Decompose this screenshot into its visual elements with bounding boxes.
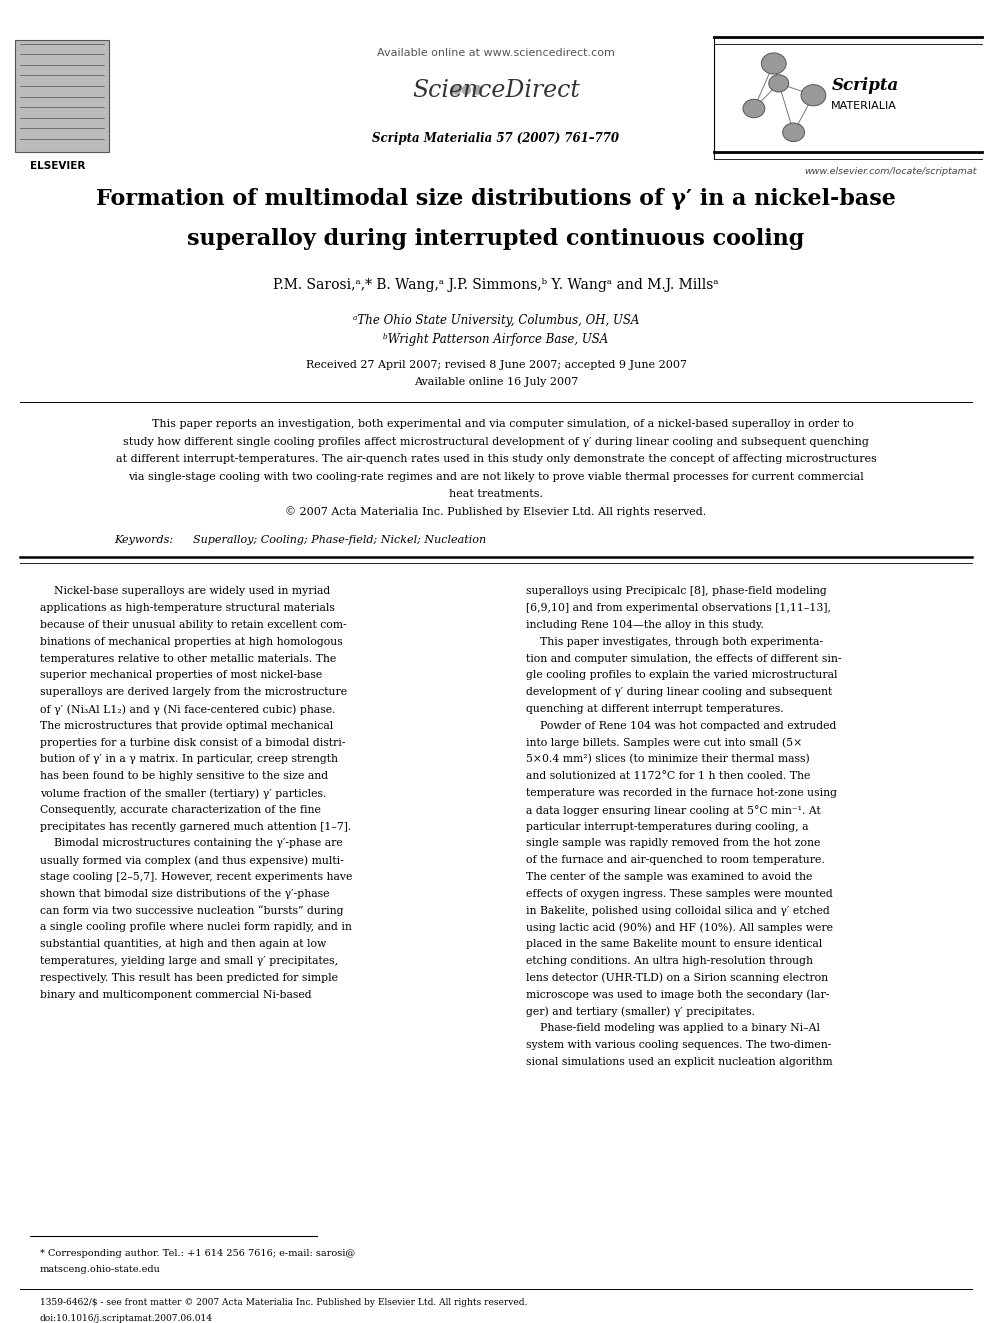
Text: doi:10.1016/j.scriptamat.2007.06.014: doi:10.1016/j.scriptamat.2007.06.014	[40, 1314, 212, 1323]
Text: Available online at www.sciencedirect.com: Available online at www.sciencedirect.co…	[377, 48, 615, 58]
Text: superalloys are derived largely from the microstructure: superalloys are derived largely from the…	[40, 687, 347, 697]
Text: particular interrupt-temperatures during cooling, a: particular interrupt-temperatures during…	[526, 822, 808, 832]
Text: etching conditions. An ultra high-resolution through: etching conditions. An ultra high-resolu…	[526, 957, 812, 966]
Text: This paper investigates, through both experimenta-: This paper investigates, through both ex…	[526, 636, 822, 647]
Text: * Corresponding author. Tel.: +1 614 256 7616; e-mail: sarosi@: * Corresponding author. Tel.: +1 614 256…	[40, 1249, 355, 1258]
Text: study how different single cooling profiles affect microstructural development o: study how different single cooling profi…	[123, 437, 869, 447]
Text: Keywords:: Keywords:	[114, 534, 177, 545]
Text: Phase-field modeling was applied to a binary Ni–Al: Phase-field modeling was applied to a bi…	[526, 1023, 819, 1033]
Text: can form via two successive nucleation “bursts” during: can form via two successive nucleation “…	[40, 905, 343, 917]
Ellipse shape	[743, 99, 765, 118]
Text: matsceng.ohio-state.edu: matsceng.ohio-state.edu	[40, 1265, 161, 1274]
Text: Scripta: Scripta	[831, 77, 899, 94]
Text: of γ′ (Ni₃Al L1₂) and γ (Ni face-centered cubic) phase.: of γ′ (Ni₃Al L1₂) and γ (Ni face-centere…	[40, 704, 335, 714]
Text: [6,9,10] and from experimental observations [1,11–13],: [6,9,10] and from experimental observati…	[526, 603, 830, 613]
Text: sional simulations used an explicit nucleation algorithm: sional simulations used an explicit nucl…	[526, 1057, 832, 1066]
Text: development of γ′ during linear cooling and subsequent: development of γ′ during linear cooling …	[526, 687, 832, 697]
Text: precipitates has recently garnered much attention [1–7].: precipitates has recently garnered much …	[40, 822, 351, 832]
Text: ●●●: ●●●	[450, 82, 482, 95]
Text: superalloy during interrupted continuous cooling: superalloy during interrupted continuous…	[187, 228, 805, 250]
Text: ger) and tertiary (smaller) γ′ precipitates.: ger) and tertiary (smaller) γ′ precipita…	[526, 1007, 755, 1017]
Text: Bimodal microstructures containing the γ′-phase are: Bimodal microstructures containing the γ…	[40, 839, 342, 848]
Text: volume fraction of the smaller (tertiary) γ′ particles.: volume fraction of the smaller (tertiary…	[40, 789, 326, 799]
Text: Powder of Rene 104 was hot compacted and extruded: Powder of Rene 104 was hot compacted and…	[526, 721, 836, 730]
Text: temperatures, yielding large and small γ′ precipitates,: temperatures, yielding large and small γ…	[40, 957, 338, 966]
Text: superalloys using Precipicalc [8], phase-field modeling: superalloys using Precipicalc [8], phase…	[526, 586, 826, 597]
Text: at different interrupt-temperatures. The air-quench rates used in this study onl: at different interrupt-temperatures. The…	[115, 454, 877, 464]
Text: Scripta Materialia 57 (2007) 761–770: Scripta Materialia 57 (2007) 761–770	[373, 132, 619, 146]
Text: 5×0.4 mm²) slices (to minimize their thermal mass): 5×0.4 mm²) slices (to minimize their the…	[526, 754, 809, 765]
Text: www.elsevier.com/locate/scriptamat: www.elsevier.com/locate/scriptamat	[805, 167, 977, 176]
Text: tion and computer simulation, the effects of different sin-: tion and computer simulation, the effect…	[526, 654, 841, 664]
Text: binations of mechanical properties at high homologous: binations of mechanical properties at hi…	[40, 636, 342, 647]
Text: has been found to be highly sensitive to the size and: has been found to be highly sensitive to…	[40, 771, 327, 781]
Text: substantial quantities, at high and then again at low: substantial quantities, at high and then…	[40, 939, 326, 949]
Ellipse shape	[783, 123, 805, 142]
Text: binary and multicomponent commercial Ni-based: binary and multicomponent commercial Ni-…	[40, 990, 311, 1000]
Text: Available online 16 July 2007: Available online 16 July 2007	[414, 377, 578, 388]
Text: stage cooling [2–5,7]. However, recent experiments have: stage cooling [2–5,7]. However, recent e…	[40, 872, 352, 882]
Text: The center of the sample was examined to avoid the: The center of the sample was examined to…	[526, 872, 812, 882]
Text: bution of γ′ in a γ matrix. In particular, creep strength: bution of γ′ in a γ matrix. In particula…	[40, 754, 337, 765]
Text: single sample was rapidly removed from the hot zone: single sample was rapidly removed from t…	[526, 839, 820, 848]
Text: using lactic acid (90%) and HF (10%). All samples were: using lactic acid (90%) and HF (10%). Al…	[526, 922, 832, 933]
Text: quenching at different interrupt temperatures.: quenching at different interrupt tempera…	[526, 704, 784, 714]
Text: a data logger ensuring linear cooling at 5°C min⁻¹. At: a data logger ensuring linear cooling at…	[526, 804, 820, 816]
Text: placed in the same Bakelite mount to ensure identical: placed in the same Bakelite mount to ens…	[526, 939, 822, 949]
Text: superior mechanical properties of most nickel-base: superior mechanical properties of most n…	[40, 671, 322, 680]
Text: system with various cooling sequences. The two-dimen-: system with various cooling sequences. T…	[526, 1040, 831, 1050]
Text: microscope was used to image both the secondary (lar-: microscope was used to image both the se…	[526, 990, 829, 1000]
Text: Consequently, accurate characterization of the fine: Consequently, accurate characterization …	[40, 804, 320, 815]
Text: of the furnace and air-quenched to room temperature.: of the furnace and air-quenched to room …	[526, 855, 824, 865]
Text: P.M. Sarosi,ᵃ,* B. Wang,ᵃ J.P. Simmons,ᵇ Y. Wangᵃ and M.J. Millsᵃ: P.M. Sarosi,ᵃ,* B. Wang,ᵃ J.P. Simmons,ᵇ…	[273, 278, 719, 292]
Text: © 2007 Acta Materialia Inc. Published by Elsevier Ltd. All rights reserved.: © 2007 Acta Materialia Inc. Published by…	[286, 507, 706, 517]
Text: via single-stage cooling with two cooling-rate regimes and are not likely to pro: via single-stage cooling with two coolin…	[128, 472, 864, 482]
Text: Superalloy; Cooling; Phase-field; Nickel; Nucleation: Superalloy; Cooling; Phase-field; Nickel…	[193, 534, 486, 545]
Text: properties for a turbine disk consist of a bimodal distri-: properties for a turbine disk consist of…	[40, 738, 345, 747]
Text: usually formed via complex (and thus expensive) multi-: usually formed via complex (and thus exp…	[40, 855, 343, 865]
Text: temperature was recorded in the furnace hot-zone using: temperature was recorded in the furnace …	[526, 789, 837, 798]
Text: a single cooling profile where nuclei form rapidly, and in: a single cooling profile where nuclei fo…	[40, 922, 351, 933]
Text: because of their unusual ability to retain excellent com-: because of their unusual ability to reta…	[40, 620, 346, 630]
Ellipse shape	[762, 53, 786, 74]
Text: gle cooling profiles to explain the varied microstructural: gle cooling profiles to explain the vari…	[526, 671, 837, 680]
Text: Formation of multimodal size distributions of γ′ in a nickel-base: Formation of multimodal size distributio…	[96, 188, 896, 210]
Text: ScienceDirect: ScienceDirect	[412, 79, 580, 102]
Text: including Rene 104—the alloy in this study.: including Rene 104—the alloy in this stu…	[526, 620, 764, 630]
Text: ᵃThe Ohio State University, Columbus, OH, USA: ᵃThe Ohio State University, Columbus, OH…	[353, 314, 639, 327]
Text: effects of oxygen ingress. These samples were mounted: effects of oxygen ingress. These samples…	[526, 889, 832, 898]
Ellipse shape	[769, 74, 789, 91]
Text: lens detector (UHR-TLD) on a Sirion scanning electron: lens detector (UHR-TLD) on a Sirion scan…	[526, 972, 828, 983]
Text: ᵇWright Patterson Airforce Base, USA: ᵇWright Patterson Airforce Base, USA	[383, 333, 609, 347]
Text: applications as high-temperature structural materials: applications as high-temperature structu…	[40, 603, 334, 613]
Ellipse shape	[802, 85, 825, 106]
Text: temperatures relative to other metallic materials. The: temperatures relative to other metallic …	[40, 654, 336, 664]
Text: The microstructures that provide optimal mechanical: The microstructures that provide optimal…	[40, 721, 333, 730]
Text: 1359-6462/$ - see front matter © 2007 Acta Materialia Inc. Published by Elsevier: 1359-6462/$ - see front matter © 2007 Ac…	[40, 1298, 527, 1307]
Text: respectively. This result has been predicted for simple: respectively. This result has been predi…	[40, 972, 337, 983]
Text: This paper reports an investigation, both experimental and via computer simulati: This paper reports an investigation, bot…	[138, 419, 854, 430]
Text: Received 27 April 2007; revised 8 June 2007; accepted 9 June 2007: Received 27 April 2007; revised 8 June 2…	[306, 360, 686, 370]
Text: ELSEVIER: ELSEVIER	[30, 161, 85, 172]
Text: into large billets. Samples were cut into small (5×: into large billets. Samples were cut int…	[526, 738, 802, 747]
Text: Nickel-base superalloys are widely used in myriad: Nickel-base superalloys are widely used …	[40, 586, 330, 597]
Text: in Bakelite, polished using colloidal silica and γ′ etched: in Bakelite, polished using colloidal si…	[526, 905, 829, 916]
Text: heat treatments.: heat treatments.	[449, 490, 543, 499]
Bar	[15, 40, 109, 152]
Text: MATERIALIA: MATERIALIA	[831, 101, 897, 111]
Text: and solutionized at 1172°C for 1 h then cooled. The: and solutionized at 1172°C for 1 h then …	[526, 771, 810, 781]
Text: shown that bimodal size distributions of the γ′-phase: shown that bimodal size distributions of…	[40, 889, 329, 898]
